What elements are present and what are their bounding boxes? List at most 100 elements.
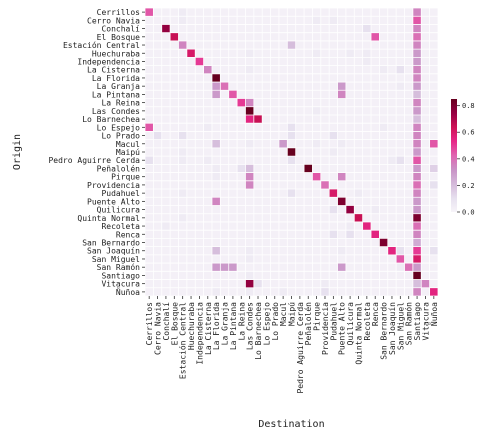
heatmap-cell bbox=[220, 8, 229, 17]
heatmap-cell bbox=[345, 139, 355, 148]
heatmap-cell bbox=[195, 16, 204, 25]
heatmap-cell bbox=[170, 263, 179, 272]
heatmap-cell bbox=[421, 73, 430, 83]
heatmap-cell bbox=[253, 32, 263, 41]
heatmap-cell bbox=[278, 131, 288, 140]
heatmap-cell bbox=[195, 73, 204, 83]
heatmap-cell bbox=[245, 189, 254, 198]
heatmap-cell bbox=[211, 49, 221, 58]
heatmap-cell bbox=[320, 49, 330, 58]
heatmap-cell bbox=[329, 106, 338, 115]
heatmap-cell bbox=[178, 8, 187, 17]
heatmap-cell bbox=[220, 131, 229, 140]
y-tick-label: Lo Barnechea bbox=[82, 115, 140, 124]
heatmap-cell bbox=[245, 57, 254, 66]
heatmap-cell bbox=[262, 114, 271, 124]
heatmap-cell bbox=[387, 246, 397, 255]
heatmap-cell bbox=[170, 246, 179, 255]
heatmap-cell bbox=[371, 156, 380, 165]
heatmap-cell bbox=[396, 90, 405, 99]
heatmap-cell bbox=[145, 197, 154, 206]
heatmap-cell bbox=[404, 213, 413, 222]
heatmap-cell bbox=[186, 213, 196, 222]
heatmap-cell bbox=[195, 90, 204, 99]
heatmap-cell bbox=[304, 189, 313, 198]
heatmap-cell bbox=[312, 114, 321, 124]
heatmap-cell bbox=[237, 82, 246, 91]
heatmap-cell bbox=[404, 263, 413, 272]
heatmap-cell bbox=[320, 156, 330, 165]
x-tick-label: San Joaquín bbox=[388, 302, 397, 355]
heatmap-cell bbox=[345, 271, 355, 280]
heatmap-cell bbox=[429, 114, 438, 124]
heatmap-cell bbox=[362, 24, 372, 33]
heatmap-cell bbox=[262, 156, 271, 165]
heatmap-cell bbox=[329, 246, 338, 255]
heatmap-cell bbox=[295, 73, 305, 83]
x-tick-label: Quinta Normal bbox=[354, 302, 363, 365]
heatmap-cell bbox=[161, 263, 171, 272]
heatmap-cell bbox=[421, 238, 430, 247]
heatmap-cell bbox=[354, 221, 363, 231]
heatmap-cell bbox=[421, 131, 430, 140]
heatmap-cell bbox=[404, 16, 413, 25]
heatmap-cell bbox=[220, 147, 229, 157]
heatmap-cell bbox=[245, 205, 254, 214]
heatmap-cell bbox=[337, 90, 346, 99]
heatmap-cell bbox=[278, 205, 288, 214]
heatmap-cell bbox=[329, 271, 338, 280]
heatmap-cell bbox=[178, 238, 187, 247]
heatmap-cell bbox=[295, 123, 305, 132]
heatmap-cell bbox=[278, 287, 288, 296]
heatmap-cell bbox=[211, 8, 221, 17]
heatmap-cell bbox=[337, 180, 346, 190]
x-tick-label: Ñuñoa bbox=[429, 302, 439, 326]
heatmap-cell bbox=[203, 98, 212, 107]
heatmap-cell bbox=[278, 16, 288, 25]
heatmap-cell bbox=[337, 254, 346, 264]
y-tick-label: Providencia bbox=[87, 181, 140, 190]
heatmap-cell bbox=[345, 32, 355, 41]
heatmap-cell bbox=[396, 263, 405, 272]
heatmap-cell bbox=[228, 65, 238, 74]
heatmap-cell bbox=[396, 254, 405, 264]
heatmap-cell bbox=[278, 213, 288, 222]
heatmap-cell bbox=[161, 65, 171, 74]
heatmap-cell bbox=[304, 180, 313, 190]
heatmap-cell bbox=[304, 221, 313, 231]
heatmap-cell bbox=[387, 131, 397, 140]
heatmap-cell bbox=[211, 65, 221, 74]
heatmap-cell bbox=[178, 197, 187, 206]
heatmap-cell bbox=[220, 246, 229, 255]
heatmap-cell bbox=[228, 287, 238, 296]
heatmap-cell bbox=[412, 189, 422, 198]
heatmap-cell bbox=[195, 82, 204, 91]
heatmap-cell bbox=[220, 114, 229, 124]
heatmap-cell bbox=[320, 106, 330, 115]
heatmap-cell bbox=[195, 221, 204, 231]
heatmap-cell bbox=[412, 16, 422, 25]
heatmap-cell bbox=[153, 114, 162, 124]
heatmap-cell bbox=[295, 8, 305, 17]
heatmap-cell bbox=[161, 40, 171, 50]
heatmap-cell bbox=[304, 114, 313, 124]
heatmap-cell bbox=[253, 230, 263, 239]
heatmap-cell bbox=[304, 230, 313, 239]
heatmap-cell bbox=[287, 263, 296, 272]
heatmap-cell bbox=[253, 156, 263, 165]
heatmap-cell bbox=[178, 246, 187, 255]
y-tick-label: Ñuñoa bbox=[116, 287, 140, 297]
heatmap-cell bbox=[387, 123, 397, 132]
heatmap-cell bbox=[211, 164, 221, 173]
heatmap-cell bbox=[161, 205, 171, 214]
heatmap-cell bbox=[278, 106, 288, 115]
heatmap-cell bbox=[429, 164, 438, 173]
heatmap-cell bbox=[203, 16, 212, 25]
y-tick-label: Macul bbox=[116, 140, 140, 149]
heatmap-cell bbox=[312, 189, 321, 198]
heatmap-cell bbox=[186, 230, 196, 239]
heatmap-cell bbox=[145, 271, 154, 280]
heatmap-cell bbox=[195, 98, 204, 107]
heatmap-cell bbox=[304, 197, 313, 206]
heatmap-cell bbox=[245, 238, 254, 247]
